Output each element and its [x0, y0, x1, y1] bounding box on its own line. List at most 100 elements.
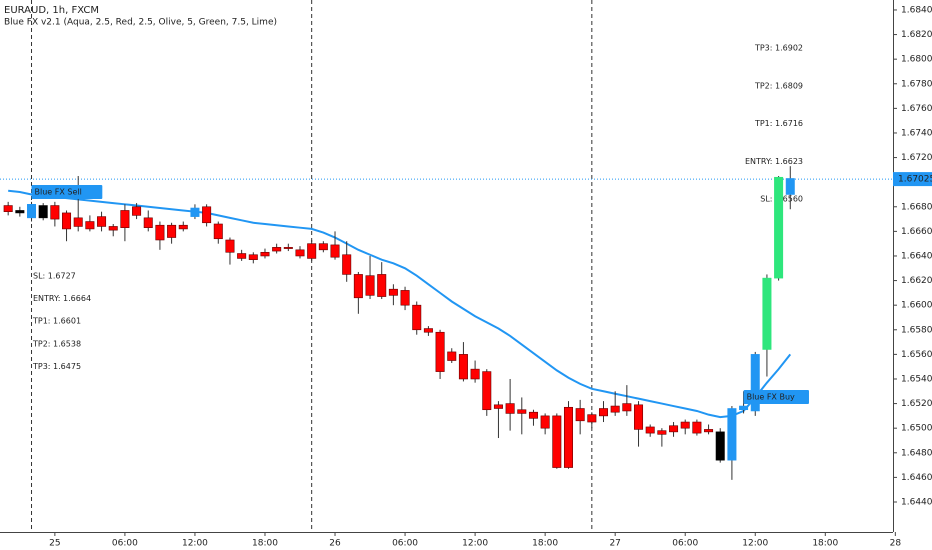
y-tick-label: 1.68200 [901, 30, 932, 40]
y-tick-label: 1.67400 [901, 128, 932, 138]
indicator-title: Blue FX v2.1 (Aqua, 2.5, Red, 2.5, Olive… [4, 18, 277, 28]
candle-body [27, 204, 37, 219]
x-tick-label: 06:00 [112, 539, 138, 549]
candle-body [727, 408, 737, 461]
candle-body [353, 274, 363, 299]
signal-label: Blue FX Buy [747, 393, 795, 402]
candle-body [739, 405, 749, 411]
candle-body [120, 210, 130, 228]
last-price-tag [893, 172, 932, 187]
candle-body [3, 205, 13, 212]
level-label: ENTRY: 1.6664 [33, 294, 91, 303]
candle-body [528, 411, 538, 419]
x-tick-label: 18:00 [812, 539, 838, 549]
candle-body [73, 217, 83, 227]
level-label: TP1: 1.6716 [754, 119, 803, 128]
level-label: SL: 1.6727 [33, 272, 76, 281]
level-label: TP1: 1.6601 [32, 317, 81, 326]
level-label: TP3: 1.6475 [32, 362, 81, 371]
candle-body [505, 403, 515, 414]
candle-body [62, 212, 72, 230]
candle-body [645, 426, 655, 434]
candle-body [575, 408, 585, 422]
candle-body [657, 430, 667, 435]
candle-body [213, 223, 223, 240]
candle-body [50, 205, 60, 220]
candle-body [295, 249, 305, 257]
x-tick-label: 12:00 [462, 539, 488, 549]
candle-body [155, 224, 165, 241]
signal-box [743, 390, 809, 404]
x-tick-label: 06:00 [392, 539, 418, 549]
candle-body [38, 205, 48, 219]
x-tick-label: 25 [49, 539, 60, 549]
x-tick-label: 12:00 [742, 539, 768, 549]
level-label: TP3: 1.6902 [754, 44, 803, 53]
candle-body [587, 414, 597, 423]
candle-body [190, 207, 200, 217]
candle-body [785, 178, 795, 195]
candle-body [762, 277, 772, 350]
candle-body [260, 251, 270, 257]
level-label: TP2: 1.6809 [754, 81, 803, 90]
y-tick-label: 1.64800 [901, 448, 932, 458]
candle-body [435, 331, 445, 372]
candle-body [15, 210, 25, 214]
moving-average [8, 189, 792, 419]
candle-body [599, 408, 609, 417]
candle-body [178, 224, 188, 230]
candle-body [225, 239, 235, 253]
y-tick-label: 1.67600 [901, 104, 932, 114]
candle-body [540, 415, 550, 429]
candle-body [202, 206, 212, 224]
candle-body [412, 304, 422, 331]
y-tick-label: 1.68000 [901, 55, 932, 65]
level-label: ENTRY: 1.6623 [745, 157, 803, 166]
y-tick-label: 1.67200 [901, 153, 932, 163]
candle-body [237, 253, 247, 259]
candle-body [493, 404, 503, 409]
y-tick-label: 1.65000 [901, 424, 932, 434]
candle-body [318, 243, 328, 251]
candle-body [563, 406, 573, 468]
x-tick-label: 18:00 [532, 539, 558, 549]
y-tick-label: 1.65800 [901, 325, 932, 335]
candle-body [400, 290, 410, 306]
candle-body [377, 274, 387, 297]
candle-body [692, 421, 702, 434]
candle-body [342, 254, 352, 275]
y-tick-label: 1.64400 [901, 497, 932, 507]
candle-body [132, 206, 142, 216]
candle-body [283, 247, 293, 249]
y-tick-label: 1.66200 [901, 276, 932, 286]
candle-body [552, 415, 562, 468]
candle-body [388, 288, 398, 296]
signal-box [31, 185, 103, 199]
y-tick-label: 1.66000 [901, 301, 932, 311]
y-tick-label: 1.66600 [901, 227, 932, 237]
last-price-label: 1.67025 [898, 175, 932, 185]
candle-body [167, 224, 177, 238]
candle-body [458, 354, 468, 380]
candle-body [634, 404, 644, 430]
candle-body [774, 176, 784, 279]
x-tick-label: 26 [329, 539, 341, 549]
candle-body [470, 368, 480, 380]
candle-body [248, 254, 258, 260]
candle-body [365, 275, 375, 296]
candle-body [423, 328, 433, 333]
candle-body [622, 403, 632, 412]
signal-label: Blue FX Sell [35, 188, 82, 197]
y-tick-label: 1.65400 [901, 374, 932, 384]
chart-title: EURAUD, 1h, FXCM [4, 5, 99, 16]
x-tick-label: 18:00 [252, 539, 278, 549]
y-tick-label: 1.65200 [901, 399, 932, 409]
x-tick-label: 27 [609, 539, 620, 549]
level-label: TP2: 1.6538 [32, 339, 81, 348]
candle-body [85, 221, 95, 230]
candle-body [482, 371, 492, 411]
x-tick-label: 12:00 [182, 539, 208, 549]
candle-body [704, 429, 714, 433]
y-tick-label: 1.66400 [901, 251, 932, 261]
